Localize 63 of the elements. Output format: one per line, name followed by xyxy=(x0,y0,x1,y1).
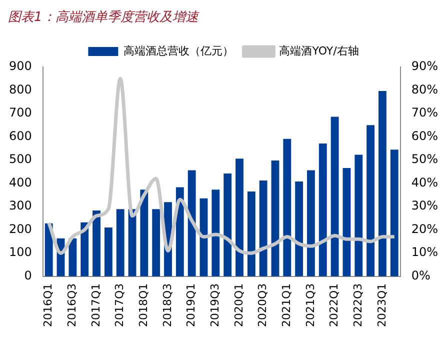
x-tick-label: 2017Q1 xyxy=(89,283,102,328)
x-tick-label: 2023Q1 xyxy=(375,283,388,328)
x-tick-label: 2020Q3 xyxy=(256,283,270,328)
x-tick-label: 2018Q1 xyxy=(137,283,150,328)
y2-tick-label: 30% xyxy=(411,198,438,213)
y-tick-label: 300 xyxy=(9,198,32,213)
bar xyxy=(271,160,280,276)
bar xyxy=(212,190,220,276)
x-tick-label: 2021Q3 xyxy=(304,283,317,328)
legend-label: 高端酒总营收（亿元） xyxy=(124,44,234,58)
y-tick-label: 700 xyxy=(9,106,32,120)
bar xyxy=(378,90,386,276)
y-tick-label: 800 xyxy=(9,82,32,96)
bar xyxy=(259,180,268,276)
bar xyxy=(354,154,363,276)
bar xyxy=(152,209,160,276)
y-tick-label: 500 xyxy=(9,152,32,166)
line-series xyxy=(47,76,396,255)
y2-tick-label: 90% xyxy=(411,59,438,74)
bar xyxy=(366,125,375,276)
y-tick-label: 400 xyxy=(9,175,32,190)
y2-tick-label: 20% xyxy=(411,222,438,236)
y-tick-label: 0 xyxy=(24,268,32,282)
x-tick-label: 2019Q3 xyxy=(208,283,222,328)
chart-title: 图表1：高端酒单季度营收及增速 xyxy=(8,9,198,26)
bar xyxy=(140,190,148,276)
bar xyxy=(80,222,89,276)
bar xyxy=(116,209,124,276)
y2-tick-label: 80% xyxy=(411,82,438,96)
bar xyxy=(224,174,232,276)
y-tick-label: 200 xyxy=(9,222,32,236)
x-tick-label: 2016Q1 xyxy=(42,283,55,328)
y2-tick-label: 70% xyxy=(411,106,438,120)
y2-tick-label: 10% xyxy=(411,245,438,260)
bar xyxy=(307,170,315,276)
x-tick-label: 2016Q3 xyxy=(66,283,79,328)
x-tick-label: 2020Q1 xyxy=(232,283,246,328)
bar xyxy=(247,191,256,276)
bar xyxy=(390,150,398,276)
x-tick-label: 2017Q3 xyxy=(113,283,126,328)
x-tick-label: 2021Q1 xyxy=(280,283,294,328)
y-tick-label: 100 xyxy=(9,245,32,260)
bar xyxy=(342,168,351,276)
y2-tick-label: 40% xyxy=(411,175,438,190)
legend-label: 高端酒YOY/右轴 xyxy=(279,44,359,58)
bar xyxy=(318,144,327,276)
bar xyxy=(330,116,339,276)
x-tick-label: 2022Q3 xyxy=(351,283,364,328)
bar xyxy=(188,170,196,276)
bar xyxy=(283,138,292,276)
bar xyxy=(92,210,100,276)
bar xyxy=(68,238,77,276)
y-tick-label: 600 xyxy=(9,128,32,143)
bar xyxy=(104,228,112,276)
x-tick-label: 2018Q3 xyxy=(160,283,174,328)
y-tick-label: 900 xyxy=(9,59,32,74)
y2-tick-label: 0% xyxy=(411,268,430,282)
bar xyxy=(236,158,244,276)
bar xyxy=(295,181,304,276)
y2-tick-label: 60% xyxy=(411,128,438,143)
y2-tick-label: 50% xyxy=(411,152,438,166)
x-tick-label: 2022Q1 xyxy=(328,283,341,328)
x-tick-label: 2019Q1 xyxy=(184,283,198,328)
